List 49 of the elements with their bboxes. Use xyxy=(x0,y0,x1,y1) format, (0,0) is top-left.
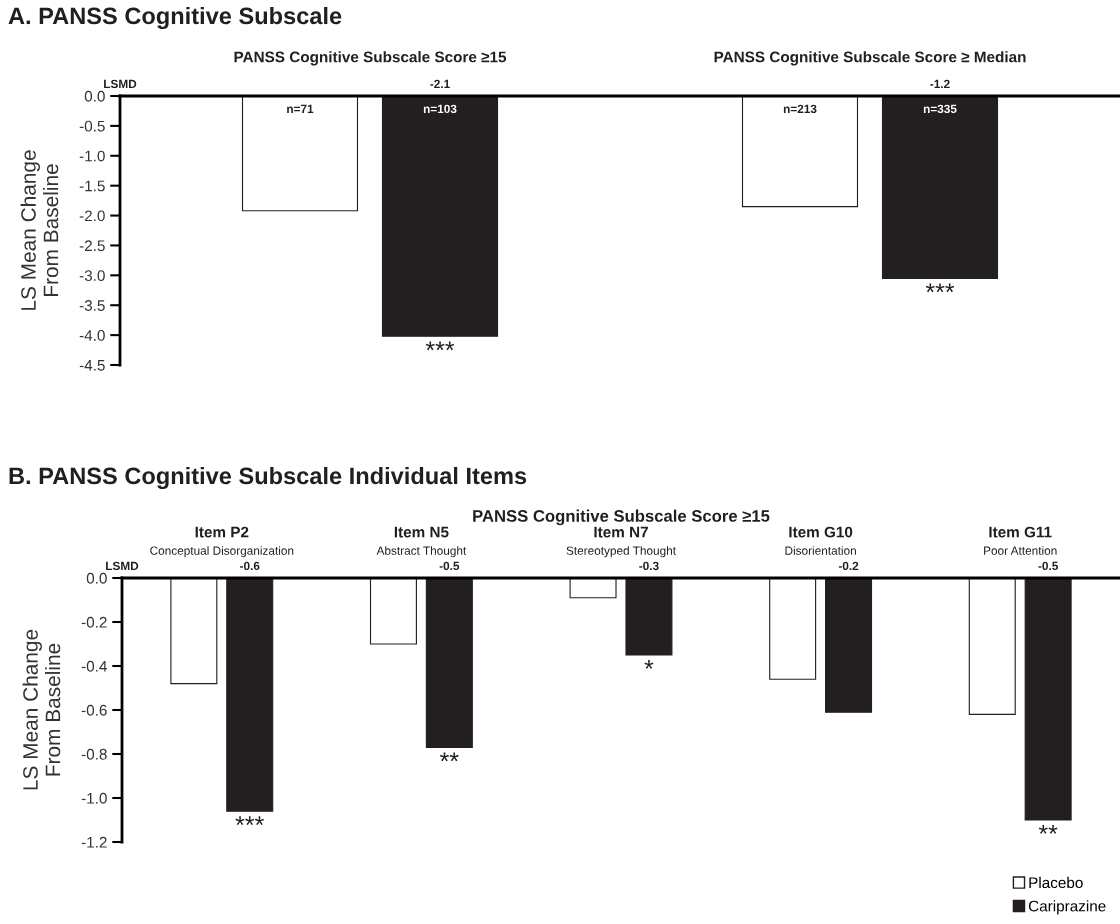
y-tick-label: -3.0 xyxy=(79,270,105,282)
y-tick-label: -4.5 xyxy=(79,360,105,371)
x-tick-label: Item P2 Conceptual Disorganization xyxy=(150,526,294,558)
annotation: n=213 xyxy=(783,104,817,114)
y-tick-label: -2.5 xyxy=(79,240,105,252)
x-tick-label: Item N5 Abstract Thought xyxy=(376,526,467,558)
y-tick-label: -2.0 xyxy=(79,210,105,222)
chart-title: A. PANSS Cognitive Subscale xyxy=(8,6,342,30)
x-tick-label: Item G11 Poor Attention xyxy=(984,526,1057,555)
y-tick-label: -0.2 xyxy=(81,616,107,628)
data-label: *** xyxy=(235,816,264,826)
y-tick-label: -1.0 xyxy=(81,792,107,804)
data-label: *** xyxy=(425,341,455,351)
text: -1.2 xyxy=(930,79,950,88)
text: LSMD xyxy=(104,79,137,89)
y-tick-label: -0.5 xyxy=(79,120,105,132)
x-tick-label: Item N7 Stereotyped Thought xyxy=(566,526,676,558)
y-tick-label: -0.4 xyxy=(81,660,107,672)
text: -0.5 xyxy=(439,561,460,571)
text: -0.5 xyxy=(1038,561,1058,571)
y-tick-label: 0.0 xyxy=(86,572,107,584)
annotation: n=335 xyxy=(923,104,957,114)
y-tick-label: -0.6 xyxy=(81,704,107,716)
data-label: * xyxy=(644,660,654,669)
text: -0.2 xyxy=(838,561,859,571)
text: -0.3 xyxy=(639,561,659,571)
chart-title: B. PANSS Cognitive Subscale Individual Items xyxy=(9,466,527,490)
y-tick-label: -1.5 xyxy=(79,180,105,192)
x-tick-label: Item G10 Disorientation xyxy=(785,526,856,555)
annotation: n=71 xyxy=(287,104,314,113)
y-tick-label: 0.0 xyxy=(84,90,105,102)
data-label: *** xyxy=(925,283,955,293)
text: -2.1 xyxy=(430,79,450,88)
annotation: n=103 xyxy=(423,104,457,114)
y-tick-label: -1.2 xyxy=(81,836,107,848)
data-label: ** xyxy=(1038,825,1058,834)
y-axis-title: LS Mean Change From Baseline xyxy=(22,629,61,790)
data-label: ** xyxy=(440,752,459,762)
y-tick-label: -1.0 xyxy=(79,150,105,162)
y-tick-label: -0.8 xyxy=(81,748,107,760)
x-tick-label: PANSS Cognitive Subscale Score ≥ Median xyxy=(714,51,1026,66)
chart-subtitle: PANSS Cognitive Subscale Score ≥15 xyxy=(473,509,770,526)
legend-label: Placebo xyxy=(1029,876,1083,889)
y-axis-title: LS Mean Change From Baseline xyxy=(20,150,59,310)
text: LSMD xyxy=(106,561,139,571)
legend-label: Cariprazine xyxy=(1028,900,1106,915)
y-tick-label: -4.0 xyxy=(79,329,105,341)
y-tick-label: -3.5 xyxy=(79,300,105,311)
text: -0.6 xyxy=(240,561,260,571)
